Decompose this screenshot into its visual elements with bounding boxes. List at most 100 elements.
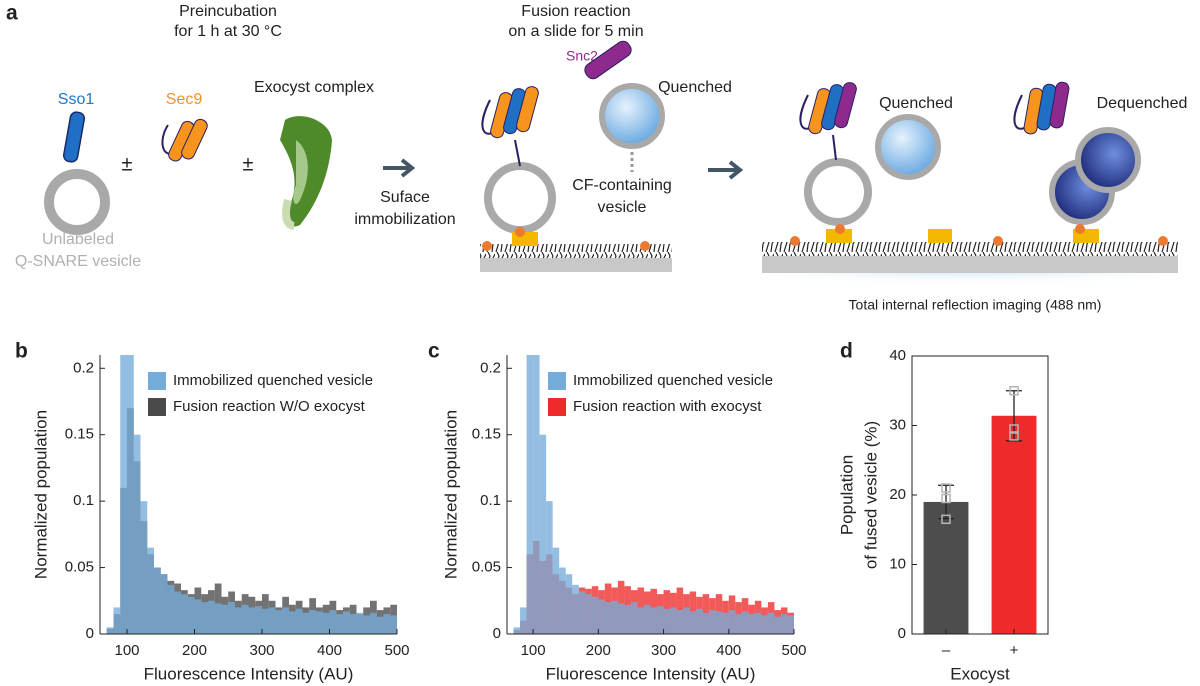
histogram-bar	[787, 615, 794, 634]
x-tick-label: 100	[521, 642, 546, 659]
histogram-bar	[598, 599, 605, 634]
exocyst-icon	[280, 116, 332, 230]
histogram-bar	[683, 607, 690, 634]
histogram-bar	[578, 591, 586, 634]
panel-label: d	[840, 340, 853, 363]
x-tick-label: 200	[586, 642, 611, 659]
histogram-bar	[349, 614, 357, 634]
y-tick-label: 30	[889, 416, 906, 433]
histogram-bar	[316, 611, 323, 634]
histogram-bar	[275, 610, 283, 634]
y-axis-label: Normalized population	[31, 410, 50, 579]
y-tick-label: 0.1	[480, 492, 501, 509]
histogram-bar	[167, 584, 175, 634]
histogram-bar	[295, 608, 303, 634]
biotin	[1158, 236, 1168, 246]
step-text: Suface	[380, 189, 430, 206]
histogram-bar	[611, 600, 618, 634]
histogram-bar	[533, 355, 540, 634]
histogram-bar	[689, 611, 697, 634]
histogram-bar	[127, 355, 134, 634]
histogram-bar	[376, 616, 384, 634]
histogram-bar	[208, 600, 215, 634]
protein-label: Sso1	[58, 91, 95, 108]
histogram-bar	[696, 608, 703, 634]
surface	[480, 258, 672, 272]
histogram-bar	[741, 611, 749, 634]
histogram-bar	[650, 607, 658, 634]
tether	[928, 229, 952, 243]
snare-complex	[481, 86, 539, 167]
vesicle-label: vesicle	[598, 199, 647, 216]
histogram-bar	[513, 627, 521, 634]
surface-brush	[480, 244, 672, 258]
histogram-bar	[356, 612, 364, 634]
histogram-bar	[552, 547, 560, 634]
sso1-icon	[62, 111, 86, 163]
histogram-bar	[262, 608, 269, 634]
arrow	[708, 160, 744, 180]
panel-label: c	[428, 340, 440, 363]
histogram-bar	[604, 602, 612, 634]
histogram-bar	[624, 604, 631, 634]
vesicle	[484, 162, 556, 234]
surface	[762, 256, 1178, 273]
histogram-bar	[154, 567, 161, 634]
histogram-bar	[363, 615, 370, 634]
histogram-bar	[343, 611, 350, 634]
y-tick-label: 0.15	[65, 426, 94, 443]
legend-swatch	[548, 398, 566, 416]
histogram-bar	[255, 606, 262, 634]
histogram-bar	[643, 604, 651, 634]
state-label: Dequenched	[1097, 95, 1188, 112]
data-point	[1009, 386, 1019, 396]
x-tick-label: 200	[182, 642, 207, 659]
histogram-bar	[663, 608, 671, 634]
histogram-bar	[174, 591, 181, 634]
histogram-bar	[390, 615, 397, 634]
histogram-bar	[282, 607, 289, 634]
histogram-bar	[160, 574, 168, 634]
histogram-bar	[735, 614, 742, 634]
biotin	[993, 236, 1003, 246]
histogram-bar	[336, 614, 343, 634]
histogram-bar	[214, 603, 222, 634]
arrow	[383, 158, 416, 178]
y-tick-label: 0.2	[480, 359, 501, 376]
histogram-bar	[187, 596, 195, 634]
histogram-bar	[383, 614, 391, 634]
histogram-bar	[572, 584, 579, 634]
data-point	[941, 514, 951, 525]
histogram-bar	[585, 594, 592, 634]
histogram-bar	[194, 599, 202, 634]
histogram-bar	[722, 612, 729, 634]
histogram-bar	[565, 574, 573, 634]
y-tick-label: 0	[86, 625, 94, 642]
legend-label: Immobilized quenched vesicle	[573, 372, 773, 389]
plus-minus: ±	[243, 153, 254, 175]
histogram-bar	[754, 612, 762, 634]
histogram-bar	[221, 604, 229, 634]
histogram-bar	[106, 627, 114, 634]
histogram-bar	[676, 610, 684, 634]
legend-label: Fusion reaction with exocyst	[573, 398, 762, 415]
complex-label: Exocyst complex	[254, 79, 374, 96]
histogram-bar	[761, 615, 768, 634]
legend-label: Fusion reaction W/O exocyst	[173, 398, 366, 415]
histogram-bar	[113, 607, 121, 634]
panel-label: a	[6, 2, 18, 25]
panel-a: a Preincubation for 1 h at 30 °C Sso1 Un…	[6, 2, 1187, 313]
x-tick-label: +	[1010, 642, 1019, 659]
biotin	[790, 236, 800, 246]
histogram-bar	[228, 602, 235, 634]
sec9-icon	[161, 118, 208, 162]
histogram-bar	[657, 606, 664, 634]
bar	[991, 415, 1037, 634]
y-tick-label: 0.05	[472, 559, 501, 576]
snc2-icon	[584, 40, 632, 80]
x-tick-label: 500	[781, 642, 806, 659]
histogram-bar	[302, 612, 310, 634]
histogram-bar	[235, 607, 242, 634]
legend-label: Immobilized quenched vesicle	[173, 372, 373, 389]
